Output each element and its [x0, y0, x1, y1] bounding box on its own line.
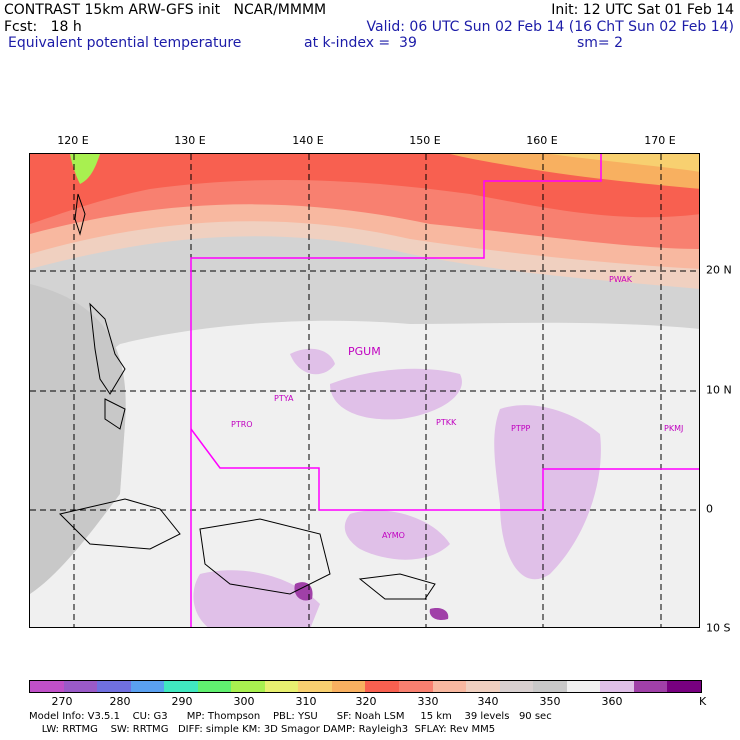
lon-label-140e: 140 E: [292, 134, 324, 147]
init-time: Init: 12 UTC Sat 01 Feb 14: [551, 2, 734, 18]
lon-label-160e: 160 E: [526, 134, 558, 147]
cb-label-340: 340: [477, 695, 499, 708]
station-ptya: PTYA: [274, 394, 294, 403]
station-pkmj: PKMJ: [664, 424, 683, 433]
station-pgum: PGUM: [348, 345, 381, 358]
lon-label-150e: 150 E: [409, 134, 441, 147]
color-swatch-13: [466, 681, 500, 692]
station-aymo: AYMO: [382, 531, 405, 540]
color-swatch-9: [331, 681, 366, 692]
smoothing-info: sm= 2: [577, 35, 624, 51]
cb-label-330: 330: [417, 695, 439, 708]
valid-time: Valid: 06 UTC Sun 02 Feb 14 (16 ChT Sun …: [366, 19, 734, 35]
color-swatch-6: [231, 681, 265, 692]
color-swatch-7: [264, 681, 299, 692]
color-swatch-5: [197, 681, 232, 692]
cb-label-320: 320: [355, 695, 377, 708]
region-boundary-lower: [190, 428, 699, 511]
lat-label-eq: 0: [706, 502, 713, 516]
station-ptpp: PTPP: [511, 424, 531, 433]
color-swatch-11: [399, 681, 433, 692]
cb-label-280: 280: [109, 695, 131, 708]
color-swatch-15: [533, 681, 567, 692]
station-ptkk: PTKK: [436, 418, 457, 427]
color-swatch-19: [667, 681, 701, 692]
station-ptro: PTRO: [231, 420, 253, 429]
cb-label-290: 290: [171, 695, 193, 708]
color-scale-bar: [29, 680, 702, 693]
color-swatch-3: [130, 681, 165, 692]
forecast-hour: Fcst: 18 h: [4, 19, 82, 35]
cb-unit-label: K: [699, 695, 707, 708]
plot-title: CONTRAST 15km ARW-GFS init NCAR/MMMM: [4, 2, 327, 18]
color-swatch-17: [600, 681, 634, 692]
color-swatch-14: [499, 681, 534, 692]
color-swatch-2: [97, 681, 131, 692]
color-swatch-8: [298, 681, 332, 692]
map-panel: PGUM PTYA PTRO PTKK PTPP PKMJ PWAK AYMO: [29, 153, 700, 628]
color-swatch-0: [30, 681, 64, 692]
color-swatch-18: [633, 681, 668, 692]
theta-e-field: PGUM PTYA PTRO PTKK PTPP PKMJ PWAK AYMO: [30, 154, 699, 627]
lon-label-130e: 130 E: [174, 134, 206, 147]
color-swatch-4: [164, 681, 198, 692]
color-swatch-16: [566, 681, 601, 692]
color-swatch-12: [432, 681, 467, 692]
station-pwak: PWAK: [609, 275, 633, 284]
lon-label-120e: 120 E: [57, 134, 89, 147]
field-name: Equivalent potential temperature: [8, 35, 242, 51]
level-info: at k-index = 39: [304, 35, 417, 51]
cb-label-360: 360: [601, 695, 623, 708]
cb-label-270: 270: [51, 695, 73, 708]
model-info-line1: Model Info: V3.5.1 CU: G3 MP: Thompson P…: [29, 711, 552, 722]
cb-label-310: 310: [295, 695, 317, 708]
cb-label-300: 300: [233, 695, 255, 708]
model-info-line2: LW: RRTMG SW: RRTMG DIFF: simple KM: 3D …: [29, 724, 496, 735]
lat-label-20n: 20 N: [706, 263, 732, 277]
lat-label-10n: 10 N: [706, 383, 732, 397]
lon-label-170e: 170 E: [644, 134, 676, 147]
color-swatch-1: [63, 681, 98, 692]
color-swatch-10: [365, 681, 400, 692]
lat-label-10s: 10 S: [706, 621, 731, 635]
region-boundary-upper: [190, 154, 602, 627]
cb-label-350: 350: [539, 695, 561, 708]
